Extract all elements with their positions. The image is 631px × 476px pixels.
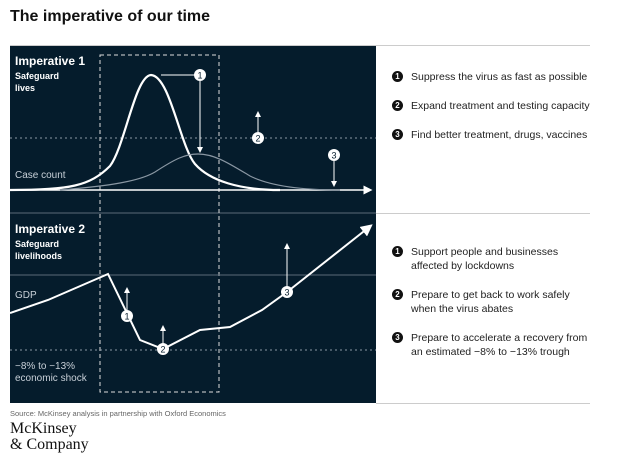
imperative2-sub: Safeguard bbox=[15, 239, 59, 249]
number-badge: 3 bbox=[392, 332, 403, 343]
number-badge: 1 bbox=[392, 71, 403, 82]
imperative1-sub: lives bbox=[15, 83, 35, 93]
case-count-label: Case count bbox=[15, 170, 66, 181]
diagram-panel: 1 2 3 Imperative 1 Safeguard lives Case … bbox=[10, 46, 376, 403]
logo-line: & Company bbox=[10, 436, 89, 453]
imperative2-sub: livelihoods bbox=[15, 251, 62, 261]
list-item: 2 Prepare to get back to work safely when… bbox=[392, 288, 592, 316]
lockdown-box bbox=[99, 54, 220, 393]
item-text: Find better treatment, drugs, vaccines bbox=[411, 129, 588, 141]
divider bbox=[10, 45, 590, 46]
marker-3 bbox=[281, 286, 293, 298]
logo-line: McKinsey bbox=[10, 420, 77, 437]
imperative1-sub: Safeguard bbox=[15, 71, 59, 81]
marker-2 bbox=[252, 132, 264, 144]
svg-text:1: 1 bbox=[124, 312, 129, 322]
list-item: 3 Prepare to accelerate a recovery from a… bbox=[392, 331, 592, 359]
svg-text:3: 3 bbox=[331, 151, 336, 161]
mckinsey-logo: McKinsey & Company bbox=[10, 421, 89, 453]
list-item: 1 Support people and businesses affected … bbox=[392, 245, 592, 273]
number-badge: 2 bbox=[392, 100, 403, 111]
svg-text:3: 3 bbox=[284, 288, 289, 298]
svg-text:2: 2 bbox=[255, 134, 260, 144]
source-note: Source: McKinsey analysis in partnership… bbox=[10, 409, 226, 418]
gdp-label: GDP bbox=[15, 290, 37, 301]
marker-1 bbox=[194, 69, 206, 81]
item-text: Prepare to get back to work safely when … bbox=[411, 289, 570, 315]
suppressed-curve-steep bbox=[10, 73, 281, 192]
imperative2-heading: Imperative 2 bbox=[15, 222, 85, 236]
divider bbox=[376, 403, 590, 404]
shock-label: economic shock bbox=[15, 373, 88, 384]
item-text: Prepare to accelerate a recovery from an… bbox=[411, 332, 588, 358]
imperative2-list: 1 Support people and businesses affected … bbox=[392, 245, 592, 374]
gdp-curve bbox=[10, 224, 373, 351]
number-badge: 3 bbox=[392, 129, 403, 140]
svg-text:1: 1 bbox=[197, 71, 202, 81]
list-item: 3 Find better treatment, drugs, vaccines bbox=[392, 128, 592, 142]
item-text: Expand treatment and testing capacity bbox=[411, 100, 590, 112]
number-badge: 2 bbox=[392, 289, 403, 300]
item-text: Suppress the virus as fast as possible bbox=[411, 71, 588, 83]
divider bbox=[376, 213, 590, 214]
page-title: The imperative of our time bbox=[10, 8, 211, 25]
svg-text:2: 2 bbox=[160, 345, 165, 355]
number-badge: 1 bbox=[392, 246, 403, 257]
list-item: 2 Expand treatment and testing capacity bbox=[392, 99, 592, 113]
imperative1-list: 1 Suppress the virus as fast as possible … bbox=[392, 70, 592, 157]
list-item: 1 Suppress the virus as fast as possible bbox=[392, 70, 592, 84]
shock-label: −8% to −13% bbox=[15, 361, 75, 372]
marker-3 bbox=[328, 149, 340, 161]
flattened-curve bbox=[59, 153, 341, 191]
item-text: Support people and businesses affected b… bbox=[411, 246, 559, 272]
imperative1-heading: Imperative 1 bbox=[15, 54, 85, 68]
marker-1 bbox=[121, 310, 133, 322]
marker-2 bbox=[157, 343, 169, 355]
